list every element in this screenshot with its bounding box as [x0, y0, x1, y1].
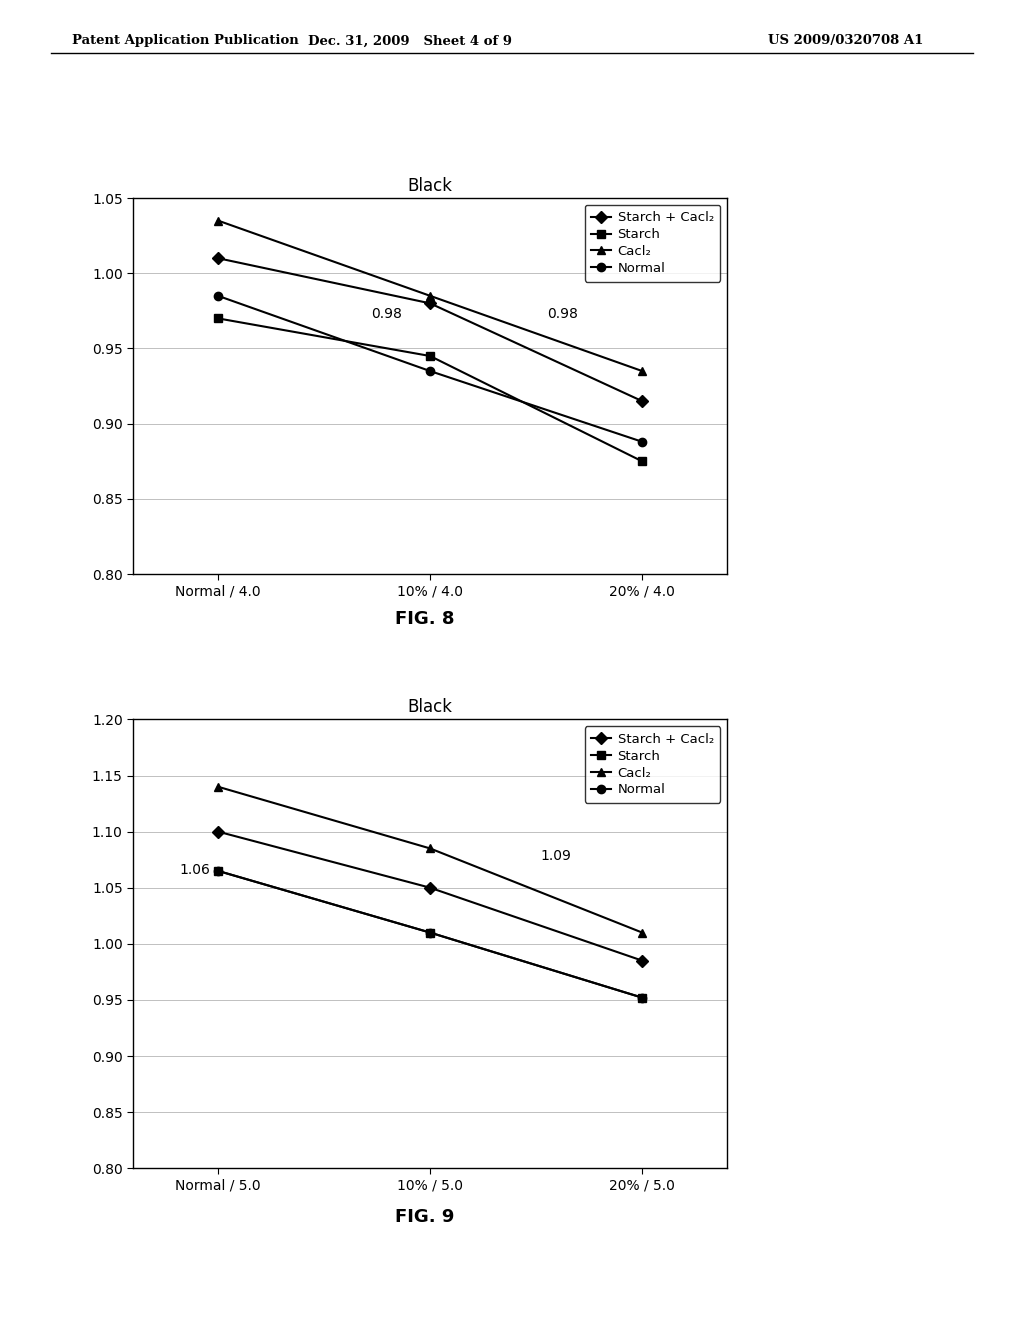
Legend: Starch + Cacl₂, Starch, Cacl₂, Normal: Starch + Cacl₂, Starch, Cacl₂, Normal — [585, 726, 721, 803]
Text: Patent Application Publication: Patent Application Publication — [72, 34, 298, 48]
Text: 1.09: 1.09 — [541, 849, 571, 863]
Text: FIG. 8: FIG. 8 — [395, 610, 455, 628]
Text: 0.98: 0.98 — [371, 306, 401, 321]
Text: 1.06: 1.06 — [180, 863, 211, 878]
Text: US 2009/0320708 A1: US 2009/0320708 A1 — [768, 34, 924, 48]
Legend: Starch + Cacl₂, Starch, Cacl₂, Normal: Starch + Cacl₂, Starch, Cacl₂, Normal — [585, 205, 721, 281]
Title: Black: Black — [408, 177, 453, 195]
Text: FIG. 9: FIG. 9 — [395, 1208, 455, 1226]
Text: 0.98: 0.98 — [547, 306, 578, 321]
Text: Dec. 31, 2009   Sheet 4 of 9: Dec. 31, 2009 Sheet 4 of 9 — [307, 34, 512, 48]
Title: Black: Black — [408, 698, 453, 717]
